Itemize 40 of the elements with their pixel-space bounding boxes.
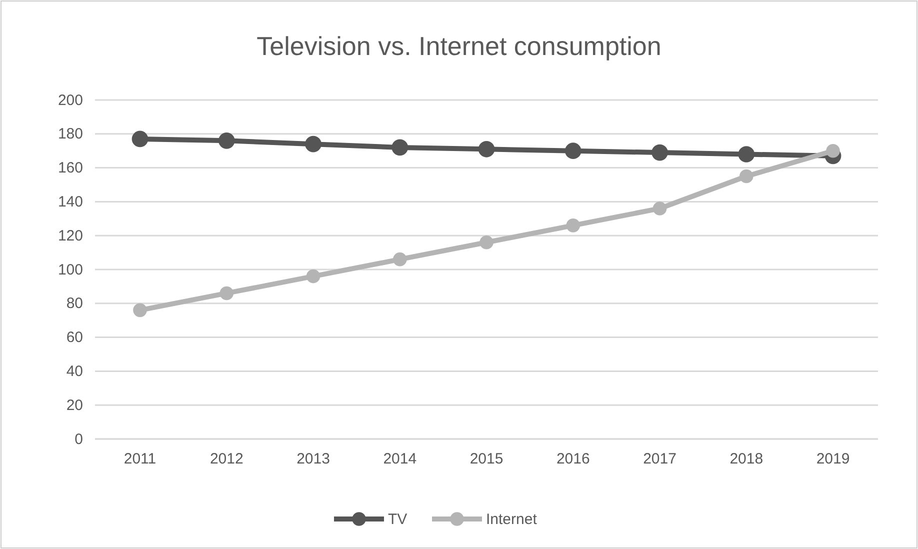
- point: [826, 144, 840, 158]
- y-tick-label: 180: [58, 126, 83, 143]
- legend-label: TV: [388, 511, 408, 528]
- point: [218, 132, 235, 149]
- y-tick-label: 160: [58, 160, 83, 177]
- point: [133, 303, 147, 318]
- y-tick-label: 80: [66, 295, 83, 312]
- y-tick-label: 200: [58, 92, 83, 109]
- point: [220, 286, 234, 300]
- point: [738, 146, 755, 162]
- x-tick-label: 2015: [470, 450, 504, 468]
- point: [564, 142, 582, 160]
- legend-label: Internet: [486, 511, 538, 528]
- y-tick-label: 60: [66, 329, 83, 346]
- point: [480, 235, 494, 250]
- x-tick-label: 2011: [124, 450, 156, 468]
- point: [306, 269, 320, 284]
- x-tick-label: 2012: [210, 450, 244, 468]
- y-tick-label: 100: [58, 261, 83, 278]
- y-tick-label: 40: [66, 363, 83, 380]
- point: [739, 169, 754, 184]
- y-tick-label: 140: [58, 194, 83, 210]
- point: [478, 140, 495, 158]
- point: [392, 139, 408, 156]
- point: [652, 144, 668, 161]
- point: [652, 202, 667, 216]
- point: [305, 136, 322, 152]
- point: [392, 252, 407, 266]
- x-tick-label: 2018: [730, 450, 764, 468]
- y-tick-label: 120: [58, 227, 83, 244]
- point: [132, 130, 148, 148]
- chart-title: Television vs. Internet consumption: [256, 31, 662, 61]
- x-tick-label: 2013: [296, 450, 330, 468]
- y-tick-label: 0: [74, 430, 83, 448]
- x-tick-label: 2017: [643, 450, 676, 468]
- point: [566, 218, 580, 232]
- y-tick-label: 20: [66, 396, 83, 414]
- x-tick-label: 2014: [383, 450, 417, 468]
- x-tick-label: 2019: [816, 450, 850, 468]
- x-tick-label: 2016: [556, 450, 590, 468]
